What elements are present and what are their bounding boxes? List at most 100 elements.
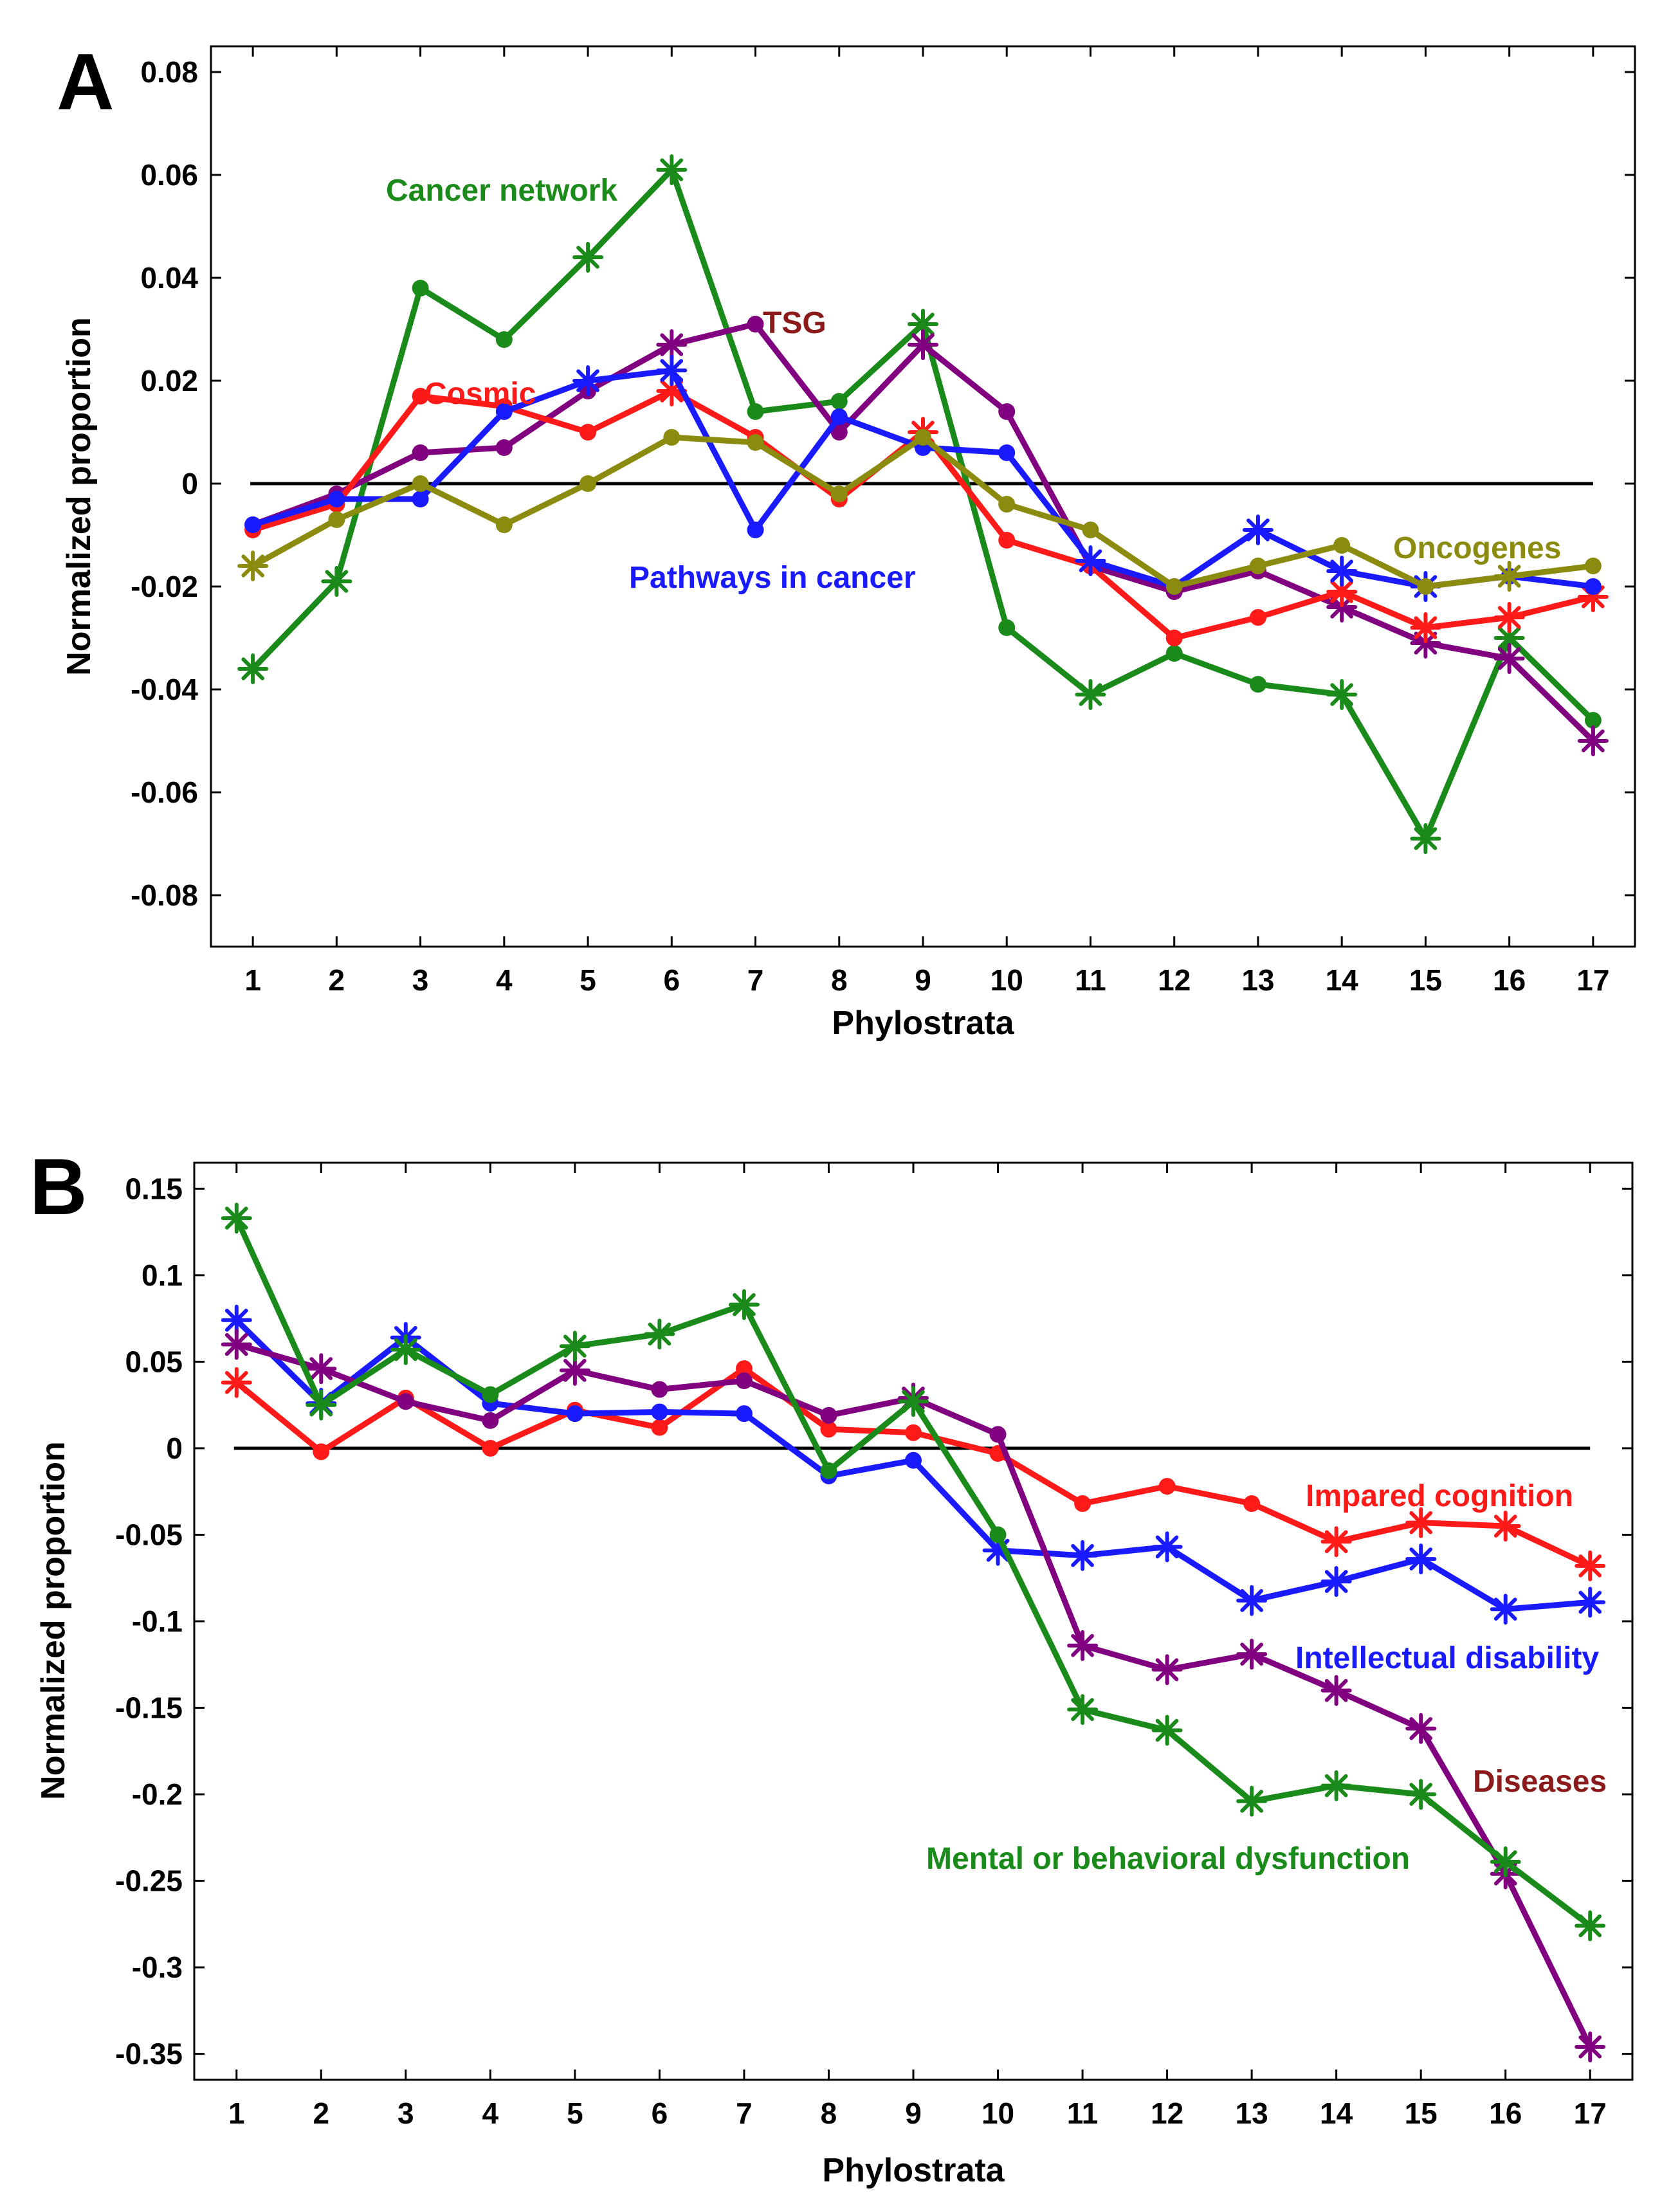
panel-b-x-tick-label: 5 [567, 2097, 583, 2130]
diseases-dot-marker [989, 1426, 1007, 1443]
cosmic-label: Cosmic [425, 377, 536, 411]
tsg-star-marker [908, 329, 938, 360]
panel-a-y-tick-label: -0.04 [131, 673, 198, 706]
panel-b-y-tick-label: -0.05 [115, 1518, 183, 1551]
cosmic-star-marker [1493, 602, 1525, 633]
mental-or-behavioral-dysfunction-dot-marker [482, 1386, 499, 1403]
tsg-star-marker [1493, 643, 1525, 674]
diseases-label: Diseases [1473, 1765, 1607, 1799]
intellectual-disability-dot-marker [735, 1405, 753, 1423]
cancer-network-dot-marker [412, 280, 429, 296]
panel-b-y-tick-label: -0.35 [115, 2037, 183, 2071]
panel-a-x-tick-label: 9 [915, 963, 931, 997]
oncogenes-dot-marker [328, 511, 345, 528]
panel-a-x-tick-label: 4 [496, 963, 513, 997]
impared-cognition-star-marker [1490, 1511, 1521, 1542]
panel-a-y-axis-title: Normalized proportion [60, 317, 98, 676]
panel-a-x-tick-label: 15 [1409, 963, 1442, 997]
tsg-dot-marker [747, 316, 764, 332]
diseases-star-marker [221, 1329, 252, 1360]
impared-cognition-star-marker [1405, 1507, 1437, 1538]
panel-a-x-tick-label: 11 [1075, 963, 1106, 997]
impared-cognition-dot-marker [1158, 1478, 1176, 1495]
panel-b-x-tick-label: 7 [736, 2097, 753, 2130]
panel-b-y-axis-title: Normalized proportion [35, 1441, 72, 1800]
oncogenes-star-marker [237, 550, 269, 581]
cancer-network-star-marker [1075, 679, 1106, 710]
impared-cognition-dot-marker [1243, 1495, 1261, 1513]
diseases-star-marker [1405, 1713, 1437, 1744]
panel-b-y-tick-label: 0.05 [125, 1345, 183, 1378]
impared-cognition-star-marker [221, 1367, 252, 1398]
panel-a-x-tick-label: 8 [831, 963, 848, 997]
tsg-star-marker [656, 329, 688, 360]
oncogenes-dot-marker [412, 475, 429, 492]
panel-b-x-tick-label: 14 [1320, 2097, 1353, 2130]
pathways-in-cancer-star-marker [1075, 545, 1106, 576]
intellectual-disability-star-marker [1236, 1585, 1268, 1616]
oncogenes-star-marker [1493, 561, 1525, 592]
diseases-star-marker [1575, 2031, 1606, 2062]
panel-b-axes: 0.15 0.1 0.05 0 -0.05 -0.1 -0.15 -0.2 -0.25 -0.3 -… [115, 1163, 1632, 2130]
intellectual-disability-label: Intellectual disability [1295, 1641, 1599, 1675]
oncogenes-dot-marker [663, 429, 680, 446]
panel-a-y-tick-label: -0.06 [131, 776, 198, 809]
impared-cognition-dot-marker [313, 1443, 330, 1460]
panel-b-y-tick-label: -0.2 [132, 1778, 183, 1811]
panel-a-y-tick-label: 0.04 [140, 261, 198, 295]
panel-a-x-tick-label: 13 [1241, 963, 1274, 997]
cancer-network-star-marker [321, 566, 352, 597]
panel-b-letter: B [30, 1143, 87, 1232]
panel-a-x-axis-title: Phylostrata [832, 1005, 1014, 1042]
intellectual-disability-star-marker [1151, 1531, 1183, 1563]
panel-a-y-tick-label: 0 [181, 467, 198, 500]
oncogenes-dot-marker [495, 516, 513, 533]
panel-b-chart: B 0.15 0.1 0.05 0 -0.05 -0.1 -0.15 -0.2 -0.25 -0.… [30, 1143, 1634, 2189]
cosmic-star-marker [1326, 576, 1358, 607]
diseases-star-marker [1320, 1675, 1352, 1706]
mental-or-behavioral-dysfunction-star-marker [390, 1334, 421, 1365]
pathways-in-cancer-dot-marker [328, 491, 345, 507]
pathways-in-cancer-dot-marker [747, 522, 764, 538]
panel-a-y-tick-label: 0.02 [140, 364, 198, 397]
intellectual-disability-dot-marker [566, 1405, 583, 1423]
mental-or-behavioral-dysfunction-star-marker [1151, 1715, 1183, 1746]
diseases-dot-marker [651, 1381, 668, 1398]
mental-or-behavioral-dysfunction-star-marker [1490, 1846, 1521, 1877]
panel-b-x-tick-label: 1 [228, 2097, 245, 2130]
oncogenes-dot-marker [747, 434, 764, 451]
panel-b-series-labels: Impared cognition Intellectual disabilit… [926, 1479, 1607, 1876]
panel-b-x-tick-label: 11 [1067, 2097, 1099, 2130]
mental-or-behavioral-dysfunction-star-marker [728, 1289, 760, 1320]
tsg-dot-marker [830, 424, 848, 441]
panel-b-x-tick-label: 12 [1151, 2097, 1183, 2130]
cosmic-dot-marker [1165, 630, 1183, 646]
panel-b-y-tick-label: 0.15 [125, 1172, 183, 1205]
diseases-dot-marker [735, 1372, 753, 1390]
mental-or-behavioral-dysfunction-star-marker [306, 1389, 337, 1421]
mental-or-behavioral-dysfunction-dot-marker [989, 1526, 1007, 1543]
diseases-star-marker [1236, 1639, 1268, 1670]
cancer-network-star-marker [656, 154, 688, 185]
panel-b-y-tick-label: 0 [166, 1432, 183, 1465]
impared-cognition-star-marker [1575, 1550, 1606, 1581]
mental-or-behavioral-dysfunction-star-marker [1320, 1770, 1352, 1801]
panel-b-y-tick-label: -0.25 [115, 1864, 183, 1898]
pathways-in-cancer-star-marker [572, 365, 604, 396]
panel-a-x-tick-label: 1 [244, 963, 261, 997]
panel-b-x-axis-title: Phylostrata [822, 2152, 1005, 2189]
panel-a-y-tick-label: 0.08 [140, 55, 198, 89]
panel-a-y-tick-label: -0.08 [131, 878, 198, 912]
panel-b-x-tick-label: 6 [652, 2097, 668, 2130]
panel-a-series-labels: Cancer network TSG Cosmic Pathways in ca… [386, 174, 1561, 595]
oncogenes-dot-marker [830, 486, 848, 502]
panel-a-x-tick-label: 2 [329, 963, 345, 997]
mental-or-behavioral-dysfunction-star-marker [1067, 1694, 1099, 1725]
panel-a-x-tick-label: 3 [412, 963, 429, 997]
intellectual-disability-dot-marker [651, 1403, 668, 1421]
oncogenes-dot-marker [1333, 537, 1351, 554]
cancer-network-dot-marker [747, 403, 764, 420]
cancer-network-dot-marker [495, 331, 513, 348]
impared-cognition-dot-marker [651, 1419, 668, 1436]
